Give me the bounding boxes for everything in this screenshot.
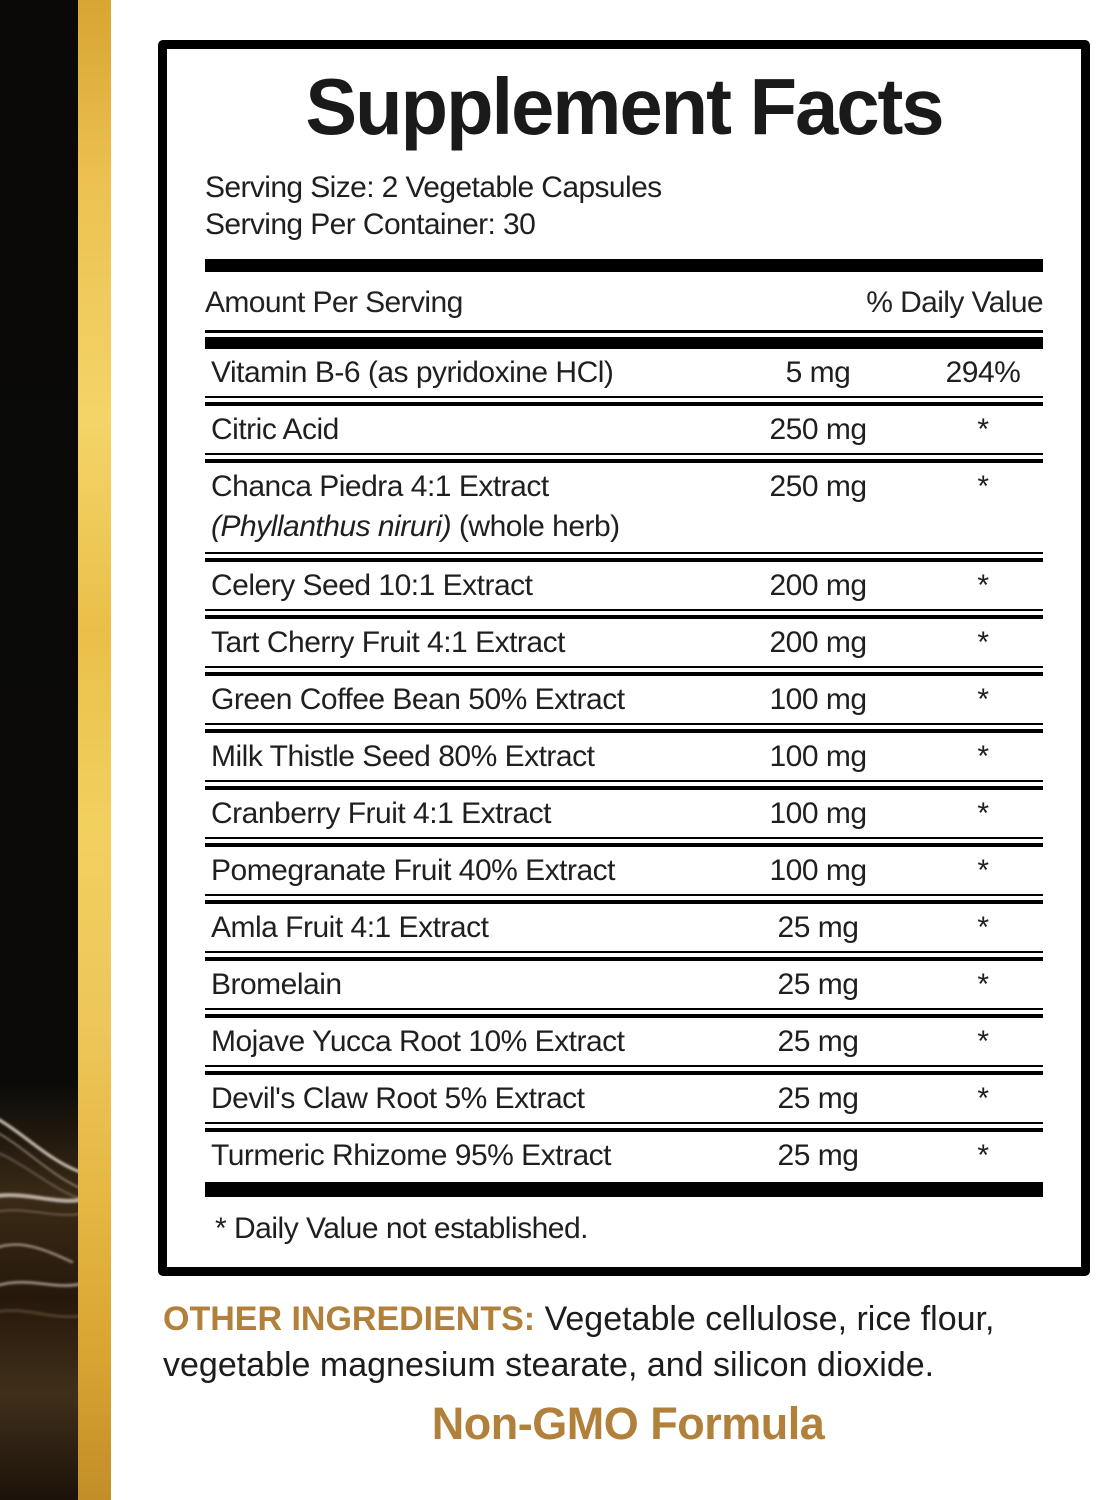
ingredient-row: Celery Seed 10:1 Extract 200 mg * bbox=[205, 562, 1043, 609]
bottom-thick-rule bbox=[205, 1182, 1043, 1197]
ingredient-row: Vitamin B-6 (as pyridoxine HCl) 5 mg 294… bbox=[205, 349, 1043, 396]
ingredient-dv: * bbox=[977, 740, 989, 773]
ingredient-amount: 250 mg bbox=[769, 413, 867, 446]
ingredient-row: Bromelain 25 mg * bbox=[205, 961, 1043, 1008]
other-ingredients-text: Vegetable cellulose, rice flour, vegetab… bbox=[163, 1300, 995, 1384]
plant-part: (whole herb) bbox=[451, 510, 620, 543]
ingredient-row: Cranberry Fruit 4:1 Extract 100 mg * bbox=[205, 790, 1043, 837]
ingredient-amount: 250 mg bbox=[769, 470, 867, 503]
supplement-facts-panel: Supplement Facts Serving Size: 2 Vegetab… bbox=[158, 40, 1090, 1276]
ingredient-name: Bromelain bbox=[211, 968, 342, 1001]
ingredient-amount: 200 mg bbox=[769, 569, 867, 602]
dv-footnote: * Daily Value not established. bbox=[215, 1212, 589, 1245]
ingredient-name: Citric Acid bbox=[211, 413, 339, 446]
ingredient-name: Pomegranate Fruit 40% Extract bbox=[211, 854, 616, 887]
serving-size: Serving Size: 2 Vegetable Capsules bbox=[205, 171, 662, 204]
package-gold-strip bbox=[78, 0, 111, 1500]
ingredient-dv: 294% bbox=[945, 356, 1021, 389]
serving-per-container: Serving Per Container: 30 bbox=[205, 208, 536, 241]
ingredient-amount: 100 mg bbox=[769, 854, 867, 887]
ingredient-dv: * bbox=[977, 413, 989, 446]
ingredient-dv: * bbox=[977, 854, 989, 887]
row-divider bbox=[205, 1008, 1043, 1018]
ingredient-name: Devil's Claw Root 5% Extract bbox=[211, 1082, 585, 1115]
ingredient-dv: * bbox=[977, 1082, 989, 1115]
ingredient-amount: 200 mg bbox=[769, 626, 867, 659]
ingredient-dv: * bbox=[977, 797, 989, 830]
ingredient-row: Devil's Claw Root 5% Extract 25 mg * bbox=[205, 1075, 1043, 1122]
ingredient-name: Turmeric Rhizome 95% Extract bbox=[211, 1139, 612, 1172]
ingredient-name-line1: Chanca Piedra 4:1 Extract bbox=[211, 470, 549, 503]
ingredient-row: Citric Acid 250 mg * bbox=[205, 406, 1043, 453]
top-thick-rule bbox=[205, 259, 1043, 272]
ingredient-row: Milk Thistle Seed 80% Extract 100 mg * bbox=[205, 733, 1043, 780]
ingredient-name: Cranberry Fruit 4:1 Extract bbox=[211, 797, 551, 830]
ingredient-dv: * bbox=[977, 569, 989, 602]
ingredient-dv: * bbox=[977, 470, 989, 503]
ingredient-name: Celery Seed 10:1 Extract bbox=[211, 569, 533, 602]
row-divider bbox=[205, 453, 1043, 463]
ingredient-name: Milk Thistle Seed 80% Extract bbox=[211, 740, 595, 773]
header-separator bbox=[205, 330, 1043, 349]
ingredient-name: Amla Fruit 4:1 Extract bbox=[211, 911, 489, 944]
row-divider bbox=[205, 894, 1043, 904]
ingredient-name-line2: (Phyllanthus niruri) (whole herb) bbox=[211, 506, 713, 548]
ingredient-name: Vitamin B-6 (as pyridoxine HCl) bbox=[211, 356, 614, 389]
package-black-strip bbox=[0, 0, 78, 1500]
ingredient-amount: 100 mg bbox=[769, 797, 867, 830]
package-art bbox=[0, 1080, 78, 1500]
column-header-dv: % Daily Value bbox=[866, 286, 1043, 319]
other-ingredients: OTHER INGREDIENTS: Vegetable cellulose, … bbox=[163, 1296, 1098, 1388]
ingredient-row: Mojave Yucca Root 10% Extract 25 mg * bbox=[205, 1018, 1043, 1065]
ingredient-amount: 25 mg bbox=[777, 911, 859, 944]
row-divider bbox=[205, 723, 1043, 733]
ingredient-name: Tart Cherry Fruit 4:1 Extract bbox=[211, 626, 565, 659]
row-divider bbox=[205, 1122, 1043, 1132]
column-header-amount: Amount Per Serving bbox=[205, 286, 463, 319]
row-divider bbox=[205, 609, 1043, 619]
ingredient-amount: 100 mg bbox=[769, 683, 867, 716]
row-divider bbox=[205, 951, 1043, 961]
row-divider bbox=[205, 1065, 1043, 1075]
ingredient-dv: * bbox=[977, 911, 989, 944]
ingredient-amount: 25 mg bbox=[777, 1139, 859, 1172]
ingredient-dv: * bbox=[977, 1025, 989, 1058]
column-header-row: Amount Per Serving % Daily Value bbox=[205, 272, 1044, 330]
row-divider bbox=[205, 666, 1043, 676]
ingredient-row: Pomegranate Fruit 40% Extract 100 mg * bbox=[205, 847, 1043, 894]
ingredient-amount: 5 mg bbox=[785, 356, 851, 389]
ingredient-dv: * bbox=[977, 968, 989, 1001]
ingredient-row: Green Coffee Bean 50% Extract 100 mg * bbox=[205, 676, 1043, 723]
ingredient-row: Amla Fruit 4:1 Extract 25 mg * bbox=[205, 904, 1043, 951]
row-divider bbox=[205, 837, 1043, 847]
ingredient-row: Turmeric Rhizome 95% Extract 25 mg * bbox=[205, 1132, 1043, 1179]
latin-name: (Phyllanthus niruri) bbox=[211, 510, 452, 543]
ingredient-dv: * bbox=[977, 1139, 989, 1172]
ingredient-name: Green Coffee Bean 50% Extract bbox=[211, 683, 625, 716]
ingredient-name: Mojave Yucca Root 10% Extract bbox=[211, 1025, 625, 1058]
ingredient-dv: * bbox=[977, 683, 989, 716]
ingredient-amount: 100 mg bbox=[769, 740, 867, 773]
ingredient-amount: 25 mg bbox=[777, 968, 859, 1001]
ingredient-amount: 25 mg bbox=[777, 1025, 859, 1058]
serving-info: Serving Size: 2 Vegetable Capsules Servi… bbox=[205, 169, 1043, 243]
row-divider bbox=[205, 552, 1043, 562]
other-ingredients-label: OTHER INGREDIENTS: bbox=[163, 1300, 536, 1338]
panel-title: Supplement Facts bbox=[305, 62, 944, 151]
ingredient-dv: * bbox=[977, 626, 989, 659]
ingredient-amount: 25 mg bbox=[777, 1082, 859, 1115]
non-gmo-label: Non-GMO Formula bbox=[431, 1398, 825, 1449]
ingredient-name: Chanca Piedra 4:1 Extract (Phyllanthus n… bbox=[205, 468, 713, 548]
row-divider bbox=[205, 396, 1043, 406]
ingredient-row: Tart Cherry Fruit 4:1 Extract 200 mg * bbox=[205, 619, 1043, 666]
row-divider bbox=[205, 780, 1043, 790]
ingredient-row: Chanca Piedra 4:1 Extract (Phyllanthus n… bbox=[205, 463, 1043, 552]
